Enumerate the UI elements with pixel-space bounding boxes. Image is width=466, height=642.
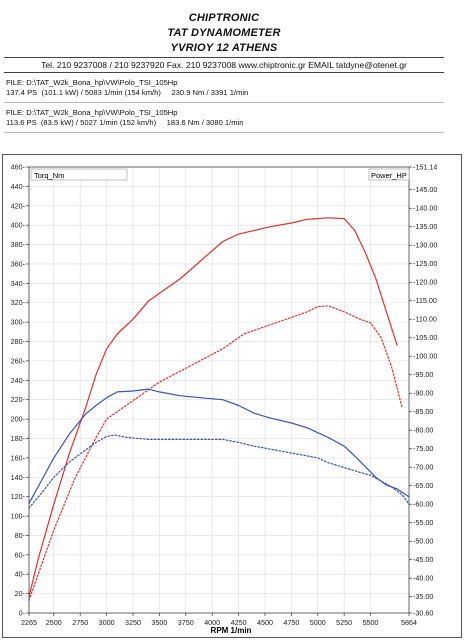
dyno-chart: 0- 20- 40- 60- 80- 100- 120- 140- 160- 180- 200- 22…: [11, 163, 438, 636]
left-tick-label: 160-: [11, 453, 26, 462]
file-result-1: 137.4 PS (101.1 kW) / 5083 1/min (154 km…: [6, 88, 249, 97]
legend-power: Power_HP: [371, 171, 407, 180]
left-tick-label: 220-: [11, 395, 26, 404]
left-tick-label: 180-: [11, 434, 26, 443]
left-tick-label: 140-: [11, 473, 26, 482]
right-tick-label: -105.00: [413, 333, 437, 342]
right-tick-label: -90.00: [413, 389, 433, 398]
series-line-4: [28, 434, 410, 509]
right-tick-label: -35.00: [413, 592, 433, 601]
x-tick-label: 3000: [99, 618, 115, 627]
x-axis-ticks: 2265 2500 2750 3000 3250 3500 3750 4000 4250 4500…: [21, 613, 417, 627]
right-tick-label: -115.00: [413, 296, 437, 305]
left-tick-label: 260-: [11, 356, 26, 365]
right-tick-label: -100.00: [413, 352, 437, 361]
left-tick-label: 420-: [11, 201, 26, 210]
x-tick-label: 4750: [283, 618, 299, 627]
left-tick-label: 280-: [11, 337, 26, 346]
right-tick-label: -135.00: [413, 222, 437, 231]
x-tick-label: 2750: [72, 618, 88, 627]
series-line-3: [28, 388, 410, 504]
x-tick-label: 3500: [151, 618, 167, 627]
file-info-1: FILE: D:\TAT_W2k_Bona_hp\VW\Polo_TSI_105…: [6, 78, 248, 98]
x-axis-label: RPM 1/min: [211, 626, 252, 635]
file-name-2: FILE: D:\TAT_W2k_Bona_hp\VW\Polo_TSI_105…: [6, 108, 178, 117]
x-tick-label: 3750: [178, 618, 194, 627]
series-line-2: [28, 305, 403, 601]
legend-right-box: [368, 168, 410, 181]
chart-grid: [28, 166, 410, 613]
chart-axes: [28, 166, 410, 614]
x-tick-label: 3250: [125, 618, 141, 627]
right-tick-label: -80.00: [413, 426, 433, 435]
left-axis-ticks: 0- 20- 40- 60- 80- 100- 120- 140- 160- 180- 200- 22…: [11, 163, 29, 618]
left-tick-label: 240-: [11, 376, 26, 385]
right-tick-label: -95.00: [413, 370, 433, 379]
x-tick-label: 5000: [310, 618, 326, 627]
left-tick-label: 440-: [11, 182, 26, 191]
divider: [4, 132, 444, 133]
x-tick-label: 4500: [257, 618, 273, 627]
left-tick-label: 300-: [11, 318, 26, 327]
report-header: CHIPTRONIC TAT DYNAMOMETER YVRIOY 12 ATH…: [4, 6, 444, 134]
file-name-1: FILE: D:\TAT_W2k_Bona_hp\VW\Polo_TSI_105…: [6, 78, 178, 87]
right-tick-label: -55.00: [413, 518, 433, 527]
right-tick-label: -65.00: [413, 481, 433, 490]
left-tick-label: 360-: [11, 259, 26, 268]
left-tick-label: 120-: [11, 492, 26, 501]
company-address: YVRIOY 12 ATHENS: [170, 42, 278, 54]
right-tick-label: -60.00: [413, 500, 433, 509]
right-tick-label: -140.00: [413, 204, 437, 213]
right-tick-label: -130.00: [413, 241, 437, 250]
left-tick-label: 320-: [11, 298, 26, 307]
x-tick-label: 2265: [21, 618, 37, 627]
right-axis-ticks: -30.60 -35.00 -40.00 -45.00 -50.00 -55.00 -60.…: [409, 163, 437, 618]
left-tick-label: 20-: [15, 589, 26, 598]
product-name: TAT DYNAMOMETER: [167, 27, 281, 39]
right-tick-label: -45.00: [413, 555, 433, 564]
left-tick-label: 60-: [15, 550, 26, 559]
x-tick-label: 5864: [401, 618, 417, 627]
x-tick-label: 5500: [363, 618, 379, 627]
right-tick-label: -85.00: [413, 407, 433, 416]
right-tick-label: -110.00: [413, 315, 437, 324]
right-tick-label: -70.00: [413, 463, 433, 472]
left-tick-label: 380-: [11, 240, 26, 249]
legend-torque: Torq_Nm: [34, 171, 64, 180]
right-tick-label: -125.00: [413, 259, 437, 268]
x-tick-label: 5250: [336, 618, 352, 627]
left-tick-label: 200-: [11, 415, 26, 424]
left-tick-label: 40-: [15, 570, 26, 579]
contact-line: Tel. 210 9237008 / 210 9237920 Fax. 210 …: [4, 57, 444, 73]
right-tick-label: -50.00: [413, 537, 433, 546]
chart-series: [28, 217, 410, 601]
right-tick-label: -75.00: [413, 444, 433, 453]
left-tick-label: 460-: [11, 163, 26, 172]
file-info-2: FILE: D:\TAT_W2k_Bona_hp\VW\Polo_TSI_105…: [6, 108, 244, 128]
left-tick-label: 80-: [15, 531, 26, 540]
left-tick-label: 340-: [11, 279, 26, 288]
chart-frame: 0- 20- 40- 60- 80- 100- 120- 140- 160- 180- 200- 22…: [2, 154, 462, 638]
company-name: CHIPTRONIC: [188, 12, 260, 24]
x-tick-label: 4000: [204, 618, 220, 627]
file-result-2: 113.6 PS (83.5 kW) / 5027 1/min (152 km/…: [6, 118, 244, 127]
legend-left-box: [30, 168, 128, 181]
series-line-1: [28, 217, 398, 598]
divider: [4, 102, 444, 103]
right-tick-label: -30.60: [413, 609, 433, 618]
plot-area: [28, 166, 410, 614]
right-tick-label: -120.00: [413, 278, 437, 287]
right-tick-label: -40.00: [413, 574, 433, 583]
left-tick-label: 100-: [11, 512, 26, 521]
left-tick-label: 400-: [11, 221, 26, 230]
right-tick-label: -151.14: [413, 163, 437, 172]
right-tick-label: -145.00: [413, 185, 437, 194]
left-tick-label: 0-: [19, 609, 26, 618]
x-tick-label: 4250: [231, 618, 247, 627]
x-tick-label: 2500: [46, 618, 62, 627]
